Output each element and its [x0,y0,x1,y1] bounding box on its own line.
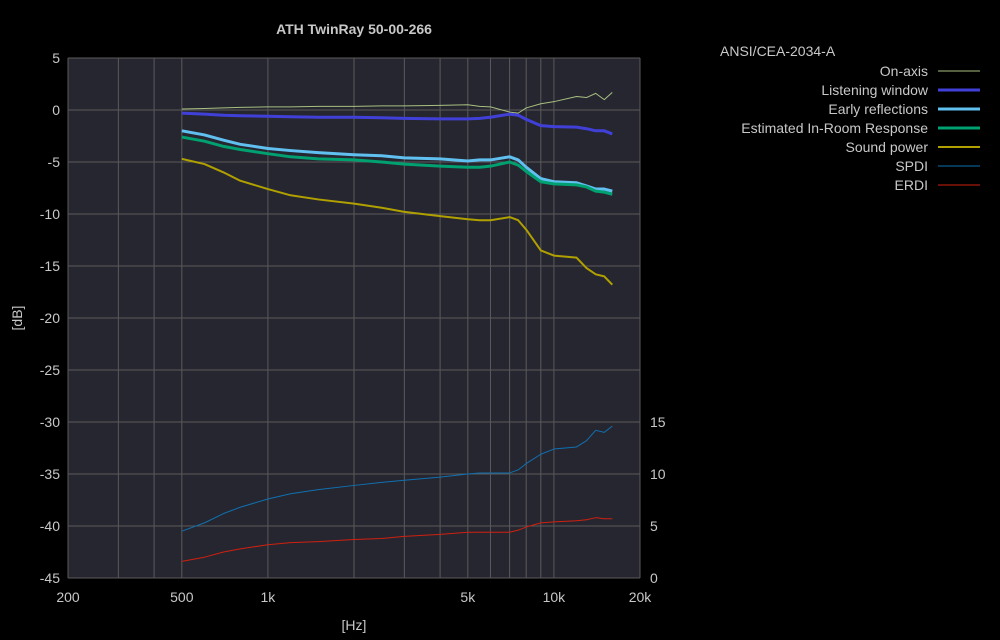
x-tick-label: 5k [460,589,476,605]
x-tick-label: 500 [170,589,194,605]
series-line-spdi [181,425,613,532]
legend-label: Estimated In-Room Response [741,120,928,136]
y-axis-label: [dB] [9,306,25,331]
legend: On-axis Listening window Early reflections… [741,63,980,193]
y-tick-label: -40 [40,518,60,534]
y-tick-label: -35 [40,466,60,482]
y2-tick-label: 15 [650,414,666,430]
x-tick-label: 10k [543,589,567,605]
legend-title: ANSI/CEA-2034-A [720,43,836,59]
y2-tick-label: 0 [650,570,658,586]
series-line-erdi [181,517,613,562]
series-line-early-reflections [181,129,613,193]
y-tick-label: -30 [40,414,60,430]
series-line-sound-power [181,157,614,286]
legend-label: Listening window [821,82,929,98]
legend-label: ERDI [895,177,928,193]
x-tick-label: 200 [56,589,80,605]
legend-label: SPDI [895,158,928,174]
y2-tick-label: 10 [650,466,666,482]
series-line-listening-window [181,111,613,136]
y2-tick-label: 5 [650,518,658,534]
x-tick-label: 1k [261,589,277,605]
y-tick-label: 0 [52,102,60,118]
y-tick-label: -15 [40,258,60,274]
y-tick-label: -25 [40,362,60,378]
x-tick-label: 20k [629,589,653,605]
legend-label: On-axis [880,63,928,79]
y-tick-label: -5 [48,154,61,170]
y-tick-label: 5 [52,50,60,66]
y-tick-label: -10 [40,206,60,222]
legend-label: Sound power [845,139,928,155]
series-line-estimated-in-room-response [181,135,613,196]
y-tick-label: -45 [40,570,60,586]
y-tick-label: -20 [40,310,60,326]
series-line-on-axis [181,91,613,114]
legend-label: Early reflections [828,101,928,117]
chart-title: ATH TwinRay 50-00-266 [276,21,432,37]
x-axis-label: [Hz] [342,617,367,633]
